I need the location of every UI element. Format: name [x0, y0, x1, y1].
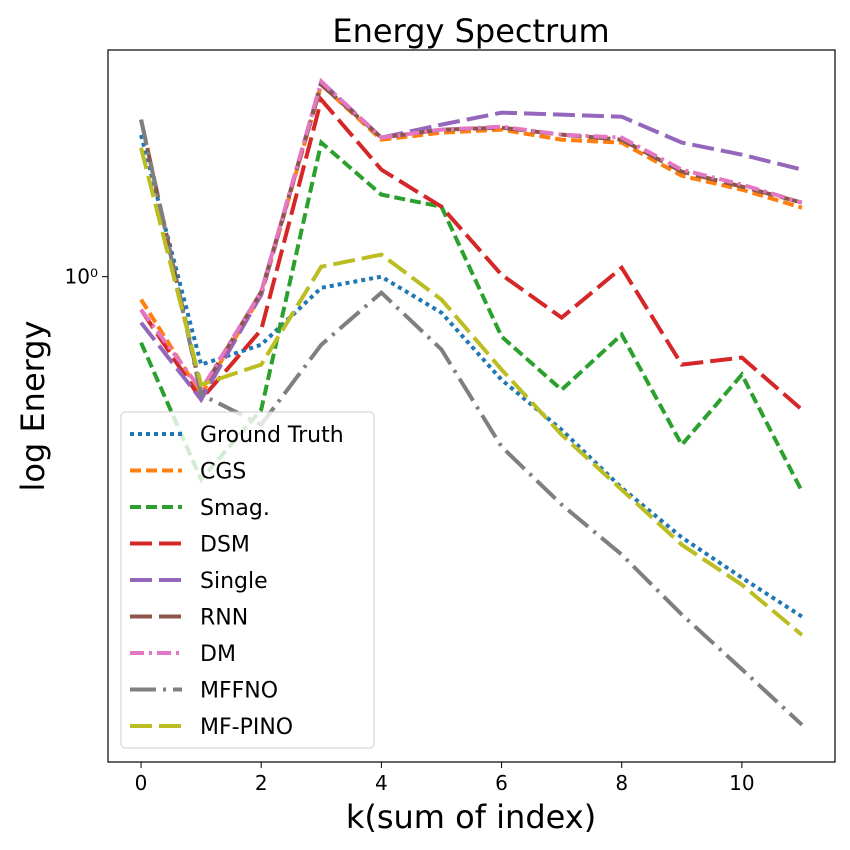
data-line [139, 77, 803, 404]
x-tick-label: 10 [729, 771, 754, 795]
legend-label: MF-PINO [200, 715, 293, 740]
x-tick-label: 4 [375, 771, 388, 795]
legend-label: Ground Truth [200, 423, 344, 448]
data-line [139, 147, 804, 637]
data-line [139, 77, 803, 394]
legend-label: RNN [200, 606, 248, 631]
y-axis-label: log Energy [14, 321, 52, 492]
y-tick-label: 10⁰ [65, 265, 98, 289]
chart-title: Energy Spectrum [332, 12, 609, 50]
x-tick-label: 8 [615, 771, 628, 795]
x-tick-label: 2 [255, 771, 268, 795]
x-axis-label: k(sum of index) [346, 798, 596, 836]
legend-label: CGS [200, 460, 246, 485]
legend-label: Single [200, 569, 268, 594]
legend-label: Smag. [200, 496, 270, 521]
legend-label: DM [200, 642, 236, 667]
plot-frame [107, 49, 836, 763]
data-line [139, 95, 804, 412]
plot-lines [139, 77, 804, 727]
data-line [139, 134, 804, 619]
legend-label: MFFNO [200, 679, 278, 704]
x-tick-label: 0 [135, 771, 148, 795]
legend-label: DSM [200, 533, 250, 558]
x-tick-label: 6 [495, 771, 508, 795]
data-line [139, 119, 804, 727]
legend-box [120, 411, 375, 749]
